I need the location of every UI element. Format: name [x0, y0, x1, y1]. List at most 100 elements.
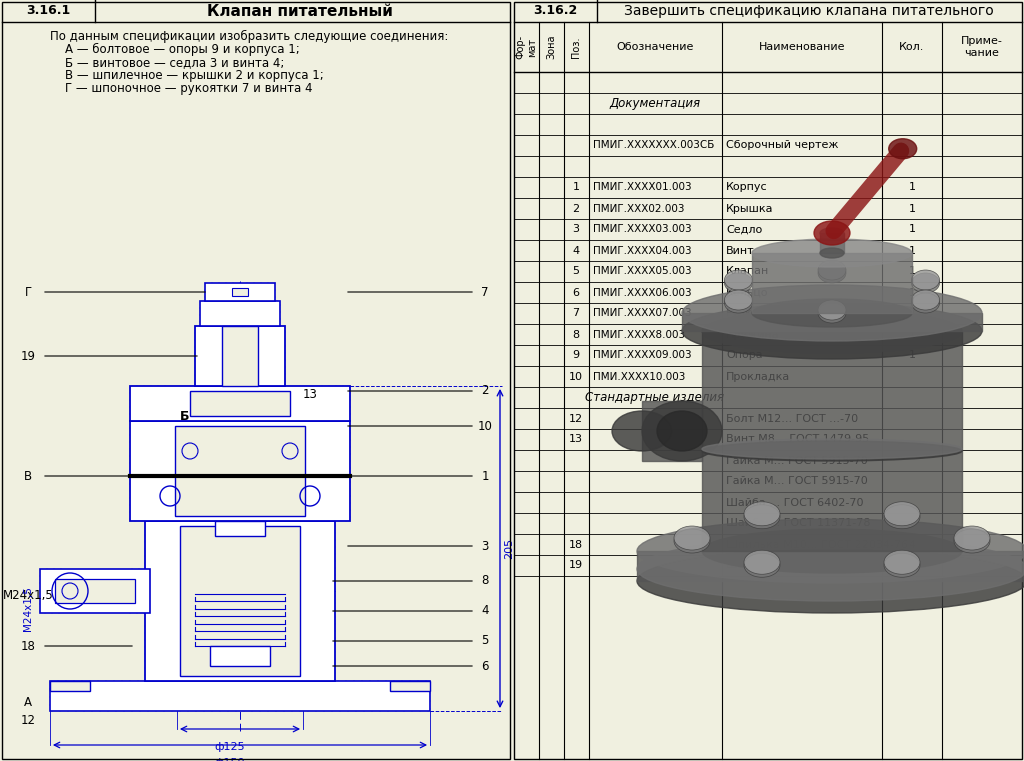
Text: 1: 1 [908, 266, 915, 276]
Ellipse shape [911, 293, 940, 313]
Text: 1: 1 [481, 470, 488, 482]
Ellipse shape [889, 139, 916, 159]
Text: Шайба ... ГОСТ 11371-78: Шайба ... ГОСТ 11371-78 [726, 518, 870, 528]
Ellipse shape [702, 439, 962, 459]
Text: Фор-
мат: Фор- мат [515, 35, 537, 59]
Text: Г — шпоночное — рукоятки 7 и винта 4: Г — шпоночное — рукоятки 7 и винта 4 [65, 82, 312, 95]
Ellipse shape [884, 501, 920, 526]
Ellipse shape [911, 273, 940, 293]
Bar [752, 253, 912, 313]
Text: 3: 3 [481, 540, 488, 552]
Bar [702, 331, 962, 551]
Text: 1: 1 [908, 351, 915, 361]
Text: 1: 1 [572, 183, 580, 193]
Text: 18: 18 [569, 540, 583, 549]
Text: 7: 7 [481, 285, 488, 298]
Ellipse shape [744, 505, 780, 529]
Ellipse shape [744, 550, 780, 575]
Text: Поз.: Поз. [571, 37, 581, 58]
Text: Б: Б [180, 409, 189, 422]
Text: 19: 19 [569, 561, 583, 571]
Text: Винт: Винт [726, 246, 755, 256]
Ellipse shape [752, 239, 912, 267]
Text: 3: 3 [572, 224, 580, 234]
Ellipse shape [954, 526, 990, 550]
Text: 8: 8 [572, 330, 580, 339]
Bar [637, 551, 1024, 581]
Text: 1: 1 [908, 246, 915, 256]
Text: 1: 1 [908, 288, 915, 298]
Text: Шпилька М10... ГОСТ 22034-76: Шпилька М10... ГОСТ 22034-76 [726, 540, 908, 549]
Text: Пружина: Пружина [726, 330, 779, 339]
Bar [682, 313, 982, 331]
Text: ПМИГ.XXXXXXX.003СБ: ПМИГ.XXXXXXX.003СБ [593, 141, 715, 151]
Ellipse shape [724, 273, 753, 293]
Text: 13: 13 [569, 435, 583, 444]
Text: Кол.: Кол. [899, 42, 925, 52]
Text: А: А [24, 696, 32, 709]
Ellipse shape [682, 303, 982, 359]
Bar [232, 288, 248, 296]
Bar [200, 301, 280, 326]
Text: 19: 19 [20, 349, 36, 362]
Ellipse shape [637, 519, 1024, 583]
Ellipse shape [818, 260, 846, 280]
Text: Прокладка: Прокладка [726, 371, 791, 381]
Text: ПМИГ.ХXXX07.003: ПМИГ.ХXXX07.003 [593, 308, 691, 319]
Text: 13: 13 [302, 387, 317, 400]
Text: 12: 12 [569, 413, 583, 424]
Ellipse shape [818, 300, 846, 320]
Text: Завершить спецификацию клапана питательного: Завершить спецификацию клапана питательн… [624, 4, 994, 18]
Ellipse shape [814, 221, 850, 245]
Text: 4: 4 [908, 540, 915, 549]
Ellipse shape [954, 529, 990, 553]
Bar [175, 426, 305, 516]
Text: 3.16.1: 3.16.1 [26, 5, 70, 18]
Ellipse shape [744, 501, 780, 526]
Text: 4: 4 [481, 604, 488, 617]
Ellipse shape [657, 411, 707, 451]
Ellipse shape [612, 411, 672, 451]
Text: Б — винтовое — седла 3 и винта 4;: Б — винтовое — седла 3 и винта 4; [65, 56, 285, 69]
Ellipse shape [820, 228, 844, 238]
Bar [50, 681, 430, 711]
Text: 1: 1 [908, 224, 915, 234]
Bar [130, 386, 350, 421]
Text: 205: 205 [504, 538, 514, 559]
Text: Гайка М... ГОСТ 5915-70: Гайка М... ГОСТ 5915-70 [726, 476, 867, 486]
Text: Обозначение: Обозначение [616, 42, 693, 52]
Text: Винт М8... ГОСТ 1479-95: Винт М8... ГОСТ 1479-95 [726, 435, 869, 444]
Text: 2: 2 [481, 384, 488, 397]
Bar [40, 569, 150, 613]
Ellipse shape [818, 263, 846, 283]
Text: 7: 7 [572, 308, 580, 319]
Text: Болт М12... ГОСТ ...-70: Болт М12... ГОСТ ...-70 [726, 413, 858, 424]
Bar [820, 233, 844, 253]
Ellipse shape [911, 270, 940, 290]
Ellipse shape [642, 401, 722, 461]
Ellipse shape [702, 529, 962, 573]
Text: ПМИГ.ХXXX05.003: ПМИГ.ХXXX05.003 [593, 266, 691, 276]
Text: Сборочный чертеж: Сборочный чертеж [726, 141, 839, 151]
Text: ПМИ.ХXXX10.003: ПМИ.ХXXX10.003 [593, 371, 685, 381]
Bar [55, 579, 135, 603]
Bar [145, 521, 335, 681]
Text: 10: 10 [569, 371, 583, 381]
Ellipse shape [744, 553, 780, 578]
Text: 6: 6 [481, 660, 488, 673]
Ellipse shape [884, 553, 920, 578]
Ellipse shape [820, 248, 844, 258]
Text: 3.16.2: 3.16.2 [532, 5, 578, 18]
Text: 5: 5 [481, 635, 488, 648]
Text: ф125: ф125 [215, 742, 246, 752]
Ellipse shape [884, 550, 920, 575]
Text: ПМИГ.ХXXХ09.003: ПМИГ.ХXXХ09.003 [593, 351, 691, 361]
Text: Ручка: Ручка [726, 308, 760, 319]
Text: Клапан питательный: Клапан питательный [207, 4, 393, 18]
Text: Шайба ... ГОСТ 6402-70: Шайба ... ГОСТ 6402-70 [726, 498, 863, 508]
Ellipse shape [818, 303, 846, 323]
Text: Зона: Зона [546, 35, 556, 59]
Ellipse shape [911, 290, 940, 310]
Text: Наименование: Наименование [759, 42, 845, 52]
Ellipse shape [637, 549, 1024, 613]
